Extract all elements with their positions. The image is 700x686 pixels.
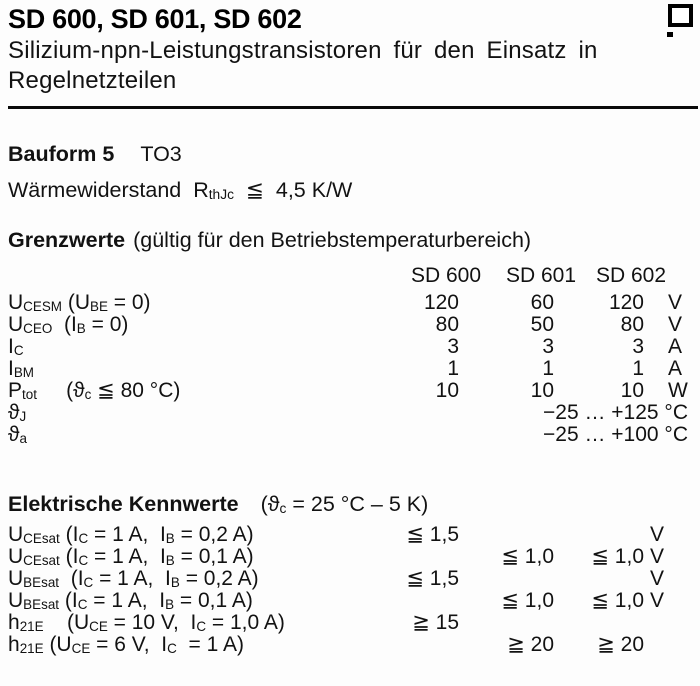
value-sd600: ≦ 1,5 bbox=[406, 523, 459, 546]
param-label: UBEsat (IC = 1 A, IB = 0,1 A) bbox=[8, 590, 253, 612]
page-title: SD 600, SD 601, SD 602 bbox=[8, 4, 302, 34]
param-label: UCEsat (IC = 1 A, IB = 0,1 A) bbox=[8, 546, 254, 568]
subtitle-line-2: Regelnetzteilen bbox=[8, 67, 177, 94]
table-row-ucesat-01: UCEsat (IC = 1 A, IB = 0,1 A) ≦ 1,0 ≦ 1,… bbox=[8, 546, 688, 568]
value-sd602: ≦ 1,0 bbox=[591, 589, 644, 612]
value-sd600: 3 bbox=[447, 335, 459, 358]
param-label: ϑJ bbox=[8, 402, 27, 424]
electrical-section-heading: Elektrische Kennwerte (ϑc = 25 °C – 5 K) bbox=[8, 492, 428, 517]
param-label: IC bbox=[8, 336, 24, 358]
param-label: h21E (UCE = 6 V, IC = 1 A) bbox=[8, 634, 244, 656]
unit-label: V bbox=[650, 545, 665, 568]
unit-label: A bbox=[668, 357, 683, 380]
value-sd602: 3 bbox=[632, 335, 644, 358]
table-row-ubesat-02: UBEsat (IC = 1 A, IB = 0,2 A) ≦ 1,5 V bbox=[8, 568, 688, 590]
value-sd600: ≧ 15 bbox=[412, 611, 459, 634]
table-row-ucesat-02: UCEsat (IC = 1 A, IB = 0,2 A) ≦ 1,5 V bbox=[8, 524, 688, 546]
value-sd602: 120 bbox=[608, 291, 644, 314]
limits-heading-note: (gültig für den Betriebstemperaturbereic… bbox=[133, 228, 532, 252]
table-row-ptot: Ptot (ϑc ≦ 80 °C) 10 10 10 W bbox=[8, 380, 688, 402]
column-header-sd600: SD 600 bbox=[410, 264, 481, 287]
table-row-h21e-6v: h21E (UCE = 6 V, IC = 1 A) ≧ 20 ≧ 20 bbox=[8, 634, 688, 656]
electrical-heading-text: Elektrische Kennwerte bbox=[8, 492, 239, 516]
limits-table: SD 600 SD 601 SD 602 UCESM (UBE = 0) 120… bbox=[8, 264, 688, 446]
unit-label: W bbox=[668, 379, 688, 402]
package-label: Bauform 5 bbox=[8, 142, 115, 166]
limits-heading-text: Grenzwerte bbox=[8, 228, 126, 252]
package-value: TO3 bbox=[140, 142, 182, 166]
param-label: UBEsat (IC = 1 A, IB = 0,2 A) bbox=[8, 568, 259, 590]
value-range: −25 … +125 °C bbox=[543, 401, 688, 424]
value-sd601: ≦ 1,0 bbox=[501, 545, 554, 568]
package-line: Bauform 5 TO3 bbox=[8, 142, 182, 167]
table-row-ic: IC 3 3 3 A bbox=[8, 336, 688, 358]
unit-label: A bbox=[668, 335, 683, 358]
value-sd600: 80 bbox=[435, 313, 459, 336]
column-header-sd601: SD 601 bbox=[505, 264, 576, 287]
value-sd600: 120 bbox=[423, 291, 459, 314]
value-sd600: 1 bbox=[447, 357, 459, 380]
unit-label: V bbox=[668, 291, 683, 314]
electrical-table: UCEsat (IC = 1 A, IB = 0,2 A) ≦ 1,5 V UC… bbox=[8, 524, 688, 656]
value-sd601: 60 bbox=[530, 291, 554, 314]
limits-section-heading: Grenzwerte (gültig für den Betriebstemper… bbox=[8, 228, 531, 253]
value-sd601: 1 bbox=[542, 357, 554, 380]
param-label: Ptot (ϑc ≦ 80 °C) bbox=[8, 380, 181, 402]
table-row-h21e-10v: h21E (UCE = 10 V, IC = 1,0 A) ≧ 15 bbox=[8, 612, 688, 634]
param-label: UCESM (UBE = 0) bbox=[8, 292, 151, 314]
column-header-sd602: SD 602 bbox=[595, 264, 666, 287]
electrical-heading-condition: (ϑc = 25 °C – 5 K) bbox=[260, 492, 429, 516]
page-subtitle: Silizium-npn-Leistungstransistoren für d… bbox=[8, 36, 696, 96]
param-label: UCEsat (IC = 1 A, IB = 0,2 A) bbox=[8, 524, 254, 546]
value-sd602: 10 bbox=[620, 379, 644, 402]
param-label: ϑa bbox=[8, 424, 27, 446]
value-sd601: 10 bbox=[530, 379, 554, 402]
unit-label: V bbox=[650, 589, 665, 612]
value-sd601: 50 bbox=[530, 313, 554, 336]
unit-label: V bbox=[668, 313, 683, 336]
table-row-ubesat-01: UBEsat (IC = 1 A, IB = 0,1 A) ≦ 1,0 ≦ 1,… bbox=[8, 590, 688, 612]
value-sd601: ≧ 20 bbox=[507, 633, 554, 656]
value-sd600: 10 bbox=[435, 379, 459, 402]
print-artifact-dot bbox=[667, 32, 673, 37]
value-sd602: 1 bbox=[632, 357, 644, 380]
table-row-uceo: UCEO (IB = 0) 80 50 80 V bbox=[8, 314, 688, 336]
value-range: −25 … +100 °C bbox=[543, 423, 688, 446]
value-sd602: ≦ 1,0 bbox=[591, 545, 644, 568]
value-sd602: ≧ 20 bbox=[597, 633, 644, 656]
corner-square-mark bbox=[668, 4, 693, 27]
value-sd600: ≦ 1,5 bbox=[406, 567, 459, 590]
limits-header-row: SD 600 SD 601 SD 602 bbox=[8, 264, 688, 292]
param-label: UCEO (IB = 0) bbox=[8, 314, 129, 336]
param-label: h21E (UCE = 10 V, IC = 1,0 A) bbox=[8, 612, 285, 634]
unit-label: V bbox=[650, 567, 665, 590]
table-row-theta-a: ϑa −25 … +100 °C bbox=[8, 424, 688, 446]
param-label: IBM bbox=[8, 358, 34, 380]
table-row-ibm: IBM 1 1 1 A bbox=[8, 358, 688, 380]
subtitle-line-1: Silizium-npn-Leistungstransistoren für d… bbox=[8, 37, 598, 64]
thermal-resistance-line: Wärmewiderstand RthJc ≦ 4,5 K/W bbox=[8, 178, 353, 202]
unit-label: V bbox=[650, 523, 665, 546]
value-sd601: ≦ 1,0 bbox=[501, 589, 554, 612]
value-sd601: 3 bbox=[542, 335, 554, 358]
header-divider bbox=[8, 106, 698, 109]
table-row-theta-j: ϑJ −25 … +125 °C bbox=[8, 402, 688, 424]
table-row-ucesm: UCESM (UBE = 0) 120 60 120 V bbox=[8, 292, 688, 314]
value-sd602: 80 bbox=[620, 313, 644, 336]
